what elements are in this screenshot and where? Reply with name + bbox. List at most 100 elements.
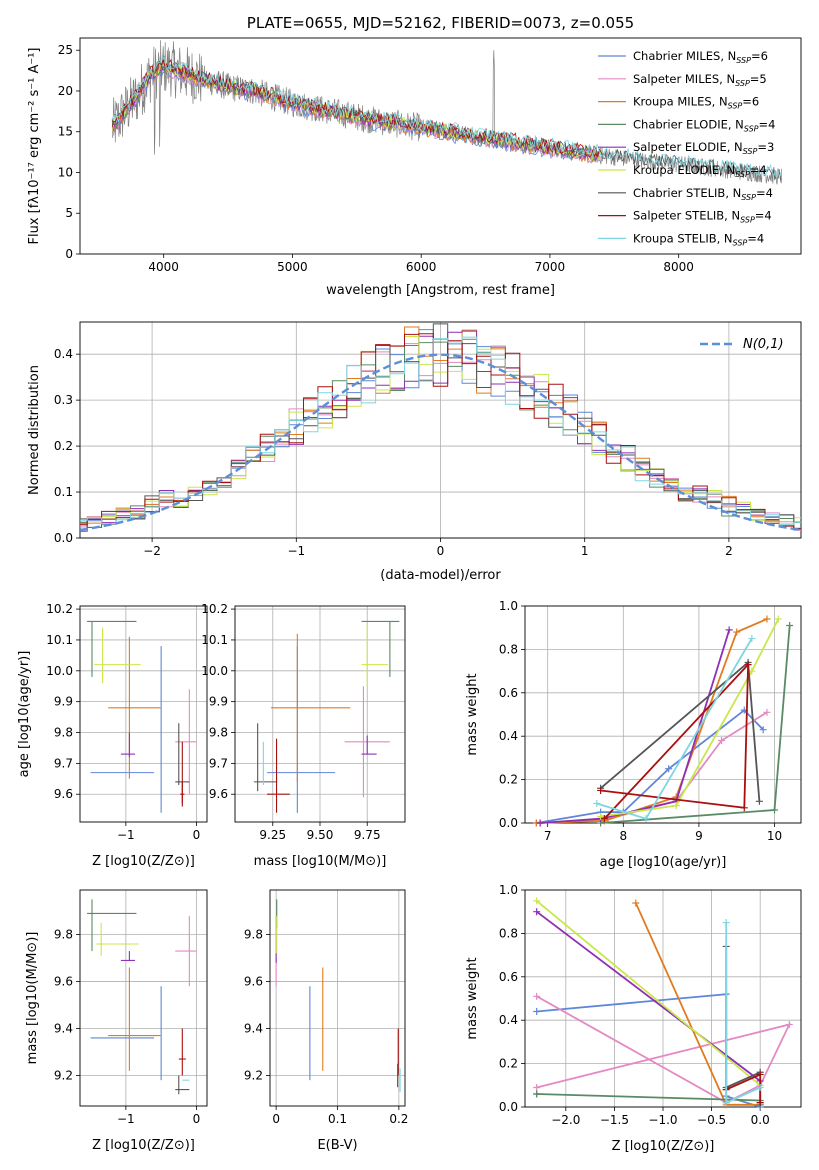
mass_vs_z-axes: −1 0 9.2 9.4 9.6 9.8 xyxy=(54,889,208,1126)
x-tick-label: 1 xyxy=(581,544,589,558)
legend-label-sub: SSP xyxy=(735,170,750,179)
y-tick-label: 0.6 xyxy=(499,686,518,700)
legend-label-sub: SSP xyxy=(743,147,758,156)
series-marker-kroupa_miles xyxy=(632,899,640,907)
x-tick-label: 0 xyxy=(193,828,201,842)
series-marker-salpeter_elodie xyxy=(725,626,733,634)
histogram-salpeter_stelib xyxy=(80,333,801,530)
y-tick-label: 9.9 xyxy=(209,695,228,709)
legend-label: Salpeter ELODIE, NSSP=3 xyxy=(633,140,774,156)
legend-label: Chabrier STELIB, NSSP=4 xyxy=(633,186,773,202)
x-tick-label: −2.0 xyxy=(551,1113,580,1127)
legend-label-tail: =6 xyxy=(751,49,768,63)
series-line-salpeter_elodie xyxy=(540,629,731,824)
series-marker-salpeter_miles xyxy=(533,992,541,1000)
legend-label-sub: SSP xyxy=(735,79,750,88)
y-tick-label: 1.0 xyxy=(499,599,518,613)
legend-label-tail: =4 xyxy=(750,163,767,177)
x-tick-label: 6000 xyxy=(406,260,437,274)
legend-label-text: Kroupa STELIB, N xyxy=(633,231,733,245)
x-axis-label: age [log10(age/yr)] xyxy=(600,855,727,870)
series-marker-chabrier_miles xyxy=(665,765,673,773)
chart-title: PLATE=0655, MJD=52162, FIBERID=0073, z=0… xyxy=(247,14,634,32)
legend-label-sub: SSP xyxy=(733,238,748,247)
x-axis-label: Z [log10(Z/Z⊙)] xyxy=(92,1138,195,1153)
series-marker-chabrier_stelib xyxy=(755,797,763,805)
y-axis-label: Flux [fλ10⁻¹⁷ erg cm⁻² s⁻¹ A⁻¹] xyxy=(27,48,42,245)
axes-frame xyxy=(79,321,802,539)
series-marker-salpeter_stelib xyxy=(756,1070,764,1078)
y-tick-label: 9.6 xyxy=(244,975,263,989)
x-tick-label: −2 xyxy=(143,544,161,558)
y-tick-label: 10.2 xyxy=(201,602,228,616)
x-tick-label: 2 xyxy=(725,544,733,558)
x-tick-label: −1 xyxy=(117,828,135,842)
axes-frame xyxy=(79,37,802,255)
legend-label-text: Chabrier ELODIE, N xyxy=(633,117,744,131)
x-axis-label: wavelength [Angstrom, rest frame] xyxy=(326,283,555,298)
series-marker-salpeter_elodie xyxy=(533,908,541,916)
series-marker-kroupa_stelib xyxy=(756,1083,764,1091)
axes-frame xyxy=(524,605,802,824)
legend-label-tail: =4 xyxy=(747,231,764,245)
legend-label-tail: =4 xyxy=(756,186,773,200)
y-tick-label: 0.0 xyxy=(499,1100,518,1114)
y-tick-label: 9.6 xyxy=(54,975,73,989)
gridlines xyxy=(270,890,405,1106)
axes-frame xyxy=(234,605,406,823)
series-marker-kroupa_stelib xyxy=(748,635,756,643)
series-marker-salpeter_miles xyxy=(718,737,726,745)
x-tick-label: 0.2 xyxy=(389,1112,408,1126)
age_vs_mass-axes: 9.25 9.50 9.75 9.6 9.7 9.8 9.9 10.0 10.1 10.2 xyxy=(201,602,406,842)
x-tick-label: −1 xyxy=(117,1112,135,1126)
x-axis-label: Z [log10(Z/Z⊙)] xyxy=(92,854,195,869)
x-tick-label: −1.0 xyxy=(648,1113,677,1127)
y-tick-label: 9.8 xyxy=(209,726,228,740)
series-marker-chabrier_elodie xyxy=(533,1090,541,1098)
gridlines xyxy=(80,606,207,822)
x-axis-label: mass [log10(M/M⊙)] xyxy=(254,854,387,869)
y-tick-label: 10.1 xyxy=(201,633,228,647)
y-axis-label: Normed distribution xyxy=(27,365,42,495)
legend-label: Kroupa MILES, NSSP=6 xyxy=(633,95,759,111)
series-marker-salpeter_stelib xyxy=(740,804,748,812)
x-axis-label: Z [log10(Z/Z⊙)] xyxy=(612,1139,715,1154)
x-tick-label: 0 xyxy=(437,544,445,558)
legend-label-tail: =4 xyxy=(759,117,776,131)
legend-label-text: Kroupa ELODIE, N xyxy=(633,163,735,177)
series-marker-salpeter_miles xyxy=(763,708,771,716)
y-tick-label: 0.3 xyxy=(54,393,73,407)
y-tick-label: 10.1 xyxy=(46,633,73,647)
residuals-axes: −2 −1 0 1 2 0.0 0.1 0.2 0.3 0.4 xyxy=(54,321,802,558)
series-marker-salpeter_miles xyxy=(785,1021,793,1029)
series-marker-kroupa_elodie xyxy=(597,812,605,820)
y-tick-label: 5 xyxy=(65,206,73,220)
x-tick-label: 9 xyxy=(695,829,703,843)
series-marker-kroupa_stelib xyxy=(642,815,650,823)
legend-label-text: Salpeter STELIB, N xyxy=(633,209,740,223)
series-marker-salpeter_stelib xyxy=(744,661,752,669)
y-tick-label: 10.2 xyxy=(46,602,73,616)
series-marker-kroupa_elodie xyxy=(533,897,541,905)
y-tick-label: 9.6 xyxy=(209,787,228,801)
x-axis-label: E(B-V) xyxy=(317,1138,357,1153)
y-tick-label: 1.0 xyxy=(499,883,518,897)
y-tick-label: 9.4 xyxy=(54,1022,73,1036)
y-tick-label: 0.4 xyxy=(499,729,518,743)
y-axis-label: mass [log10(M/M⊙)] xyxy=(25,932,40,1065)
massweight_vs_age-axes: 7 8 9 10 0.0 0.2 0.4 0.6 0.8 1.0 xyxy=(499,599,802,843)
axes-frame xyxy=(79,889,208,1107)
model-spectrum-salpeter_stelib xyxy=(111,58,601,158)
y-tick-label: 0.1 xyxy=(54,485,73,499)
series-line-kroupa_stelib xyxy=(596,638,753,820)
gridlines xyxy=(235,606,405,822)
series-line-kroupa_elodie xyxy=(600,618,780,818)
y-tick-label: 0.2 xyxy=(499,773,518,787)
y-tick-label: 0.2 xyxy=(499,1057,518,1071)
model-spectrum-kroupa_stelib xyxy=(111,56,782,179)
y-tick-label: 9.2 xyxy=(54,1068,73,1082)
series-line-kroupa_elodie xyxy=(536,900,761,1086)
series-line-salpeter_stelib xyxy=(600,662,750,820)
